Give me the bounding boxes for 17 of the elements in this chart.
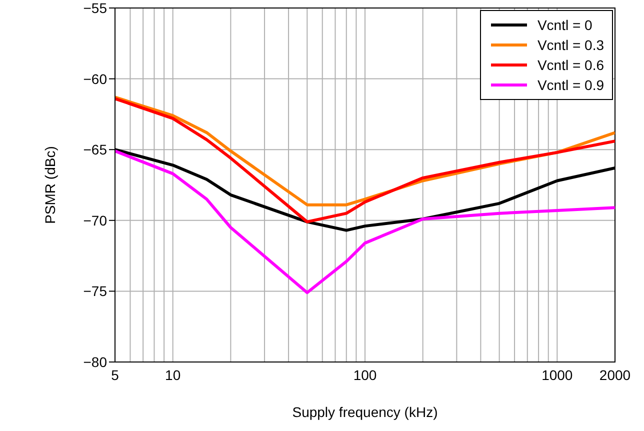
x-tick-label: 1000 <box>542 366 573 383</box>
legend-label: Vcntl = 0.9 <box>537 77 604 93</box>
x-tick-label: 100 <box>353 366 377 383</box>
y-tick-label: −55 <box>83 0 108 16</box>
y-tick-label: −80 <box>83 354 108 370</box>
y-tick-label: −65 <box>83 142 108 158</box>
y-tick-label: −60 <box>83 70 108 87</box>
x-tick-label: 2000 <box>599 366 631 383</box>
x-tick-label: 5 <box>111 366 120 383</box>
legend-label: Vcntl = 0.6 <box>537 57 604 73</box>
x-tick-label: 10 <box>165 366 181 383</box>
y-tick-label: −70 <box>83 212 108 228</box>
x-axis-title: Supply frequency (kHz) <box>292 404 438 420</box>
y-axis-title: PSMR (dBc) <box>42 146 58 224</box>
legend-label: Vcntl = 0 <box>537 17 592 33</box>
legend-label: Vcntl = 0.3 <box>537 37 604 53</box>
y-tick-label: −75 <box>83 283 108 300</box>
